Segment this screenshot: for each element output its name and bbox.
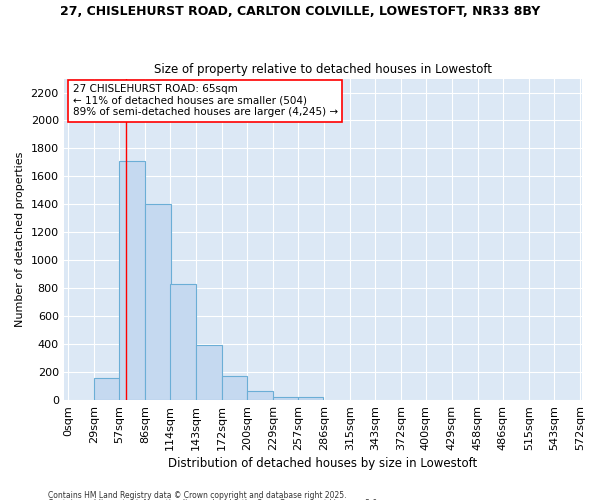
- Text: 27 CHISLEHURST ROAD: 65sqm
← 11% of detached houses are smaller (504)
89% of sem: 27 CHISLEHURST ROAD: 65sqm ← 11% of deta…: [73, 84, 338, 117]
- Bar: [196, 345, 221, 400]
- Title: Size of property relative to detached houses in Lowestoft: Size of property relative to detached ho…: [154, 63, 492, 76]
- Bar: [145, 204, 170, 400]
- Bar: [247, 391, 272, 400]
- Bar: [273, 396, 298, 400]
- Bar: [222, 376, 247, 400]
- Text: Contains HM Land Registry data © Crown copyright and database right 2025.: Contains HM Land Registry data © Crown c…: [48, 490, 347, 500]
- X-axis label: Distribution of detached houses by size in Lowestoft: Distribution of detached houses by size …: [169, 457, 478, 470]
- Bar: [94, 378, 119, 400]
- Text: 27, CHISLEHURST ROAD, CARLTON COLVILLE, LOWESTOFT, NR33 8BY: 27, CHISLEHURST ROAD, CARLTON COLVILLE, …: [60, 5, 540, 18]
- Bar: [119, 161, 145, 400]
- Y-axis label: Number of detached properties: Number of detached properties: [15, 152, 25, 327]
- Text: Contains public sector information licensed under the Open Government Licence v3: Contains public sector information licen…: [48, 499, 380, 500]
- Bar: [170, 284, 196, 400]
- Bar: [298, 396, 323, 400]
